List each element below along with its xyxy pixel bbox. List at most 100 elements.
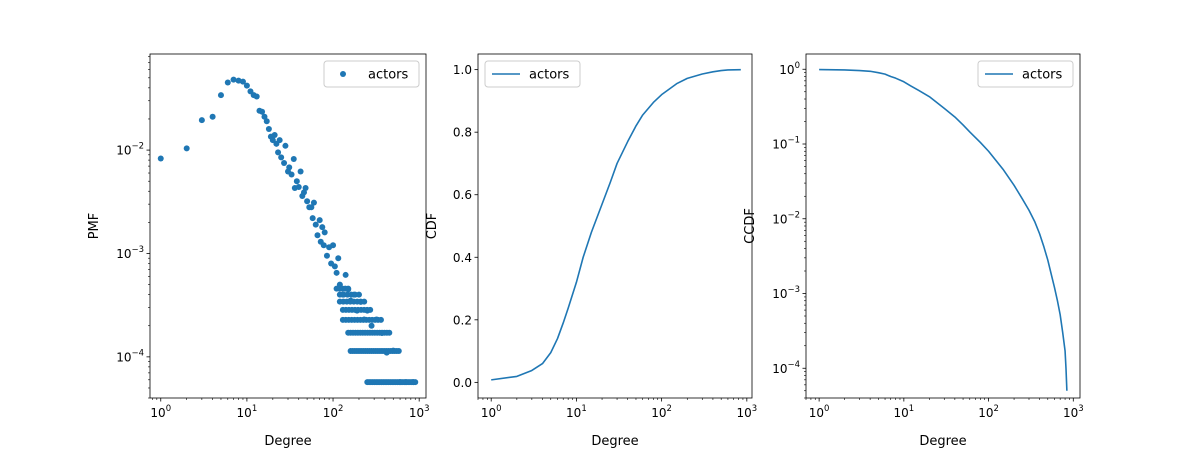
- legend-marker: [340, 71, 346, 77]
- data-point: [386, 329, 393, 336]
- y-axis-label: CCDF: [743, 208, 758, 244]
- data-point: [335, 255, 342, 262]
- x-tick-label: 102: [323, 404, 344, 420]
- data-point: [295, 183, 302, 190]
- data-point: [290, 155, 297, 162]
- plot-area: [157, 76, 419, 386]
- tick-base: 10: [150, 406, 165, 420]
- legend-label: actors: [529, 68, 570, 83]
- data-point: [293, 178, 300, 185]
- tick-exponent: 0: [166, 404, 171, 414]
- data-point: [355, 291, 362, 298]
- data-point: [367, 306, 374, 313]
- y-tick-label: 100: [779, 61, 800, 77]
- data-point: [263, 118, 270, 125]
- data-point: [243, 82, 250, 89]
- series-line: [491, 68, 741, 381]
- y-tick-label: 0.6: [453, 188, 472, 202]
- tick-exponent: 2: [338, 404, 343, 414]
- x-axis-label: Degree: [591, 434, 638, 449]
- data-point: [312, 221, 319, 228]
- data-point: [239, 78, 246, 85]
- tick-base: 10: [116, 350, 131, 364]
- tick-base: 10: [651, 406, 666, 420]
- y-tick-label: 0.2: [453, 313, 472, 327]
- data-point: [330, 242, 337, 249]
- series-line: [819, 68, 1068, 391]
- y-tick-label: 10−2: [116, 142, 144, 158]
- y-axis-label: PMF: [87, 213, 102, 240]
- data-point: [377, 316, 384, 323]
- data-point: [286, 164, 293, 171]
- tick-base: 10: [481, 406, 496, 420]
- data-point: [281, 160, 288, 167]
- data-point: [331, 263, 338, 270]
- tick-exponent: 0: [824, 404, 829, 414]
- data-point: [282, 142, 289, 149]
- plot-area: [819, 68, 1068, 391]
- tick-exponent: 1: [909, 404, 914, 414]
- y-tick-label: 0.4: [453, 251, 472, 265]
- data-point: [361, 298, 368, 305]
- tick-exponent: 3: [1078, 404, 1083, 414]
- tick-exponent: 3: [752, 404, 757, 414]
- y-tick-label: 10−4: [116, 348, 144, 364]
- ccdf-subplot: 100 101 102 10310−410−310−210−1100DegreeCCD…: [743, 53, 1084, 449]
- data-point: [323, 252, 330, 259]
- data-point: [302, 184, 309, 191]
- data-point: [230, 76, 237, 83]
- legend-label: actors: [1022, 68, 1063, 83]
- y-tick-label: 10−2: [772, 210, 800, 226]
- tick-exponent: 2: [667, 404, 672, 414]
- data-point: [309, 215, 316, 222]
- cdf-subplot: 100 101 102 1030.00.20.40.60.81.0DegreeCDFa…: [425, 53, 757, 449]
- legend-box: [977, 60, 1074, 88]
- tick-base: 10: [323, 406, 338, 420]
- legend-box: [323, 60, 420, 88]
- tick-exponent: −4: [787, 360, 800, 370]
- x-axis-label: Degree: [919, 434, 966, 449]
- tick-exponent: −2: [131, 142, 144, 152]
- legend: actors: [977, 60, 1074, 88]
- data-point: [271, 131, 278, 138]
- tick-base: 10: [409, 406, 424, 420]
- tick-exponent: −3: [131, 245, 144, 255]
- x-tick-label: 103: [1063, 404, 1084, 420]
- y-tick-label: 0.0: [453, 376, 472, 390]
- x-tick-label: 103: [409, 404, 430, 420]
- data-point: [320, 242, 327, 249]
- tick-base: 10: [772, 138, 787, 152]
- x-tick-label: 102: [978, 404, 999, 420]
- x-tick-label: 101: [237, 404, 258, 420]
- tick-base: 10: [736, 406, 751, 420]
- x-tick-label: 102: [651, 404, 672, 420]
- tick-base: 10: [237, 406, 252, 420]
- tick-base: 10: [809, 406, 824, 420]
- legend: actors: [484, 60, 581, 88]
- data-point: [321, 229, 328, 236]
- x-tick-label: 101: [893, 404, 914, 420]
- data-point: [310, 199, 317, 206]
- tick-base: 10: [116, 247, 131, 261]
- data-point: [412, 379, 419, 386]
- data-point: [368, 322, 375, 329]
- tick-exponent: −1: [787, 136, 800, 146]
- data-point: [308, 204, 315, 211]
- data-point: [183, 145, 190, 152]
- data-point: [314, 232, 321, 239]
- x-tick-label: 103: [736, 404, 757, 420]
- data-point: [276, 137, 283, 144]
- data-point: [217, 92, 224, 99]
- data-point: [342, 271, 349, 278]
- y-axis-label: CDF: [425, 213, 440, 240]
- data-point: [345, 285, 352, 292]
- tick-base: 10: [978, 406, 993, 420]
- tick-base: 10: [779, 63, 794, 77]
- tick-exponent: −4: [131, 348, 144, 358]
- y-tick-label: 10−1: [772, 136, 800, 152]
- data-point: [259, 108, 266, 115]
- tick-base: 10: [772, 212, 787, 226]
- tick-exponent: −2: [787, 210, 800, 220]
- tick-base: 10: [772, 362, 787, 376]
